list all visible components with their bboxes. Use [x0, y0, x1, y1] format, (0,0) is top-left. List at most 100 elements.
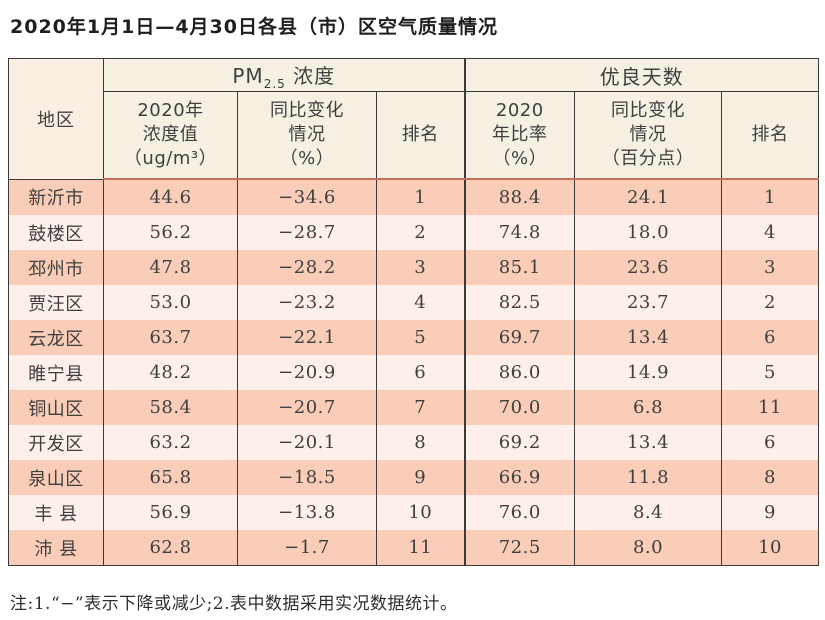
good-ratio-cell: 86.0 — [463, 355, 576, 390]
pm-rank-cell: 1 — [375, 179, 466, 215]
good-rank-cell: 8 — [721, 460, 820, 495]
pm-value-cell: 48.2 — [103, 355, 238, 390]
pm-change-cell: −20.1 — [237, 425, 377, 460]
pm25-label-subscript: 2.5 — [263, 76, 286, 91]
good-ratio-cell: 69.7 — [463, 320, 576, 355]
region-cell: 邳州市 — [8, 250, 104, 285]
column-header-good-rank: 排名 — [721, 91, 820, 180]
table-row: 泉山区 65.8 −18.5 9 66.9 11.8 8 — [8, 460, 820, 495]
good-change-cell: 14.9 — [574, 355, 723, 390]
good-ratio-cell: 82.5 — [463, 285, 576, 320]
pm-change-cell: −28.2 — [237, 250, 377, 285]
pm-value-cell: 65.8 — [103, 460, 238, 495]
good-ratio-cell: 88.4 — [463, 179, 576, 215]
table-row: 贾汪区 53.0 −23.2 4 82.5 23.7 2 — [8, 285, 820, 320]
region-cell: 丰 县 — [8, 495, 104, 530]
good-change-cell: 18.0 — [574, 215, 723, 250]
good-change-cell: 13.4 — [574, 425, 723, 460]
good-rank-cell: 5 — [721, 355, 820, 390]
air-quality-table: 地区 PM2.5 浓度 优良天数 2020年 浓度值 （ug/m³） 同比变化 … — [8, 58, 820, 566]
good-change-cell: 8.0 — [574, 530, 723, 566]
good-ratio-cell: 70.0 — [463, 390, 576, 425]
good-rank-cell: 3 — [721, 250, 820, 285]
pm-rank-cell: 11 — [375, 530, 466, 566]
pm-value-cell: 62.8 — [103, 530, 238, 566]
good-rank-cell: 1 — [721, 179, 820, 215]
column-header-pm-value: 2020年 浓度值 （ug/m³） — [103, 91, 238, 180]
pm-change-cell: −20.7 — [237, 390, 377, 425]
region-cell: 泉山区 — [8, 460, 104, 495]
column-header-region: 地区 — [8, 58, 104, 180]
region-cell: 沛 县 — [8, 530, 104, 566]
table-row: 铜山区 58.4 −20.7 7 70.0 6.8 11 — [8, 390, 820, 425]
pm-value-cell: 56.2 — [103, 215, 238, 250]
good-rank-cell: 4 — [721, 215, 820, 250]
column-header-pm-change: 同比变化 情况 （%） — [237, 91, 377, 180]
good-change-cell: 23.7 — [574, 285, 723, 320]
good-change-cell: 13.4 — [574, 320, 723, 355]
good-rank-cell: 10 — [721, 530, 820, 566]
footnote: 注:1.“−”表示下降或减少;2.表中数据采用实况数据统计。 — [10, 594, 458, 614]
table-row: 邳州市 47.8 −28.2 3 85.1 23.6 3 — [8, 250, 820, 285]
table-row: 新沂市 44.6 −34.6 1 88.4 24.1 1 — [8, 179, 820, 215]
good-ratio-cell: 74.8 — [463, 215, 576, 250]
good-change-cell: 24.1 — [574, 179, 723, 215]
good-rank-cell: 2 — [721, 285, 820, 320]
pm-value-cell: 63.2 — [103, 425, 238, 460]
region-cell: 新沂市 — [8, 179, 104, 215]
good-change-cell: 23.6 — [574, 250, 723, 285]
pm-rank-cell: 2 — [375, 215, 466, 250]
pm-change-cell: −34.6 — [237, 179, 377, 215]
table-row: 睢宁县 48.2 −20.9 6 86.0 14.9 5 — [8, 355, 820, 390]
table-header: 地区 PM2.5 浓度 优良天数 2020年 浓度值 （ug/m³） 同比变化 … — [8, 58, 820, 180]
table-row: 丰 县 56.9 −13.8 10 76.0 8.4 9 — [8, 495, 820, 530]
region-cell: 睢宁县 — [8, 355, 104, 390]
good-rank-cell: 6 — [721, 320, 820, 355]
pm-value-cell: 63.7 — [103, 320, 238, 355]
pm-change-cell: −22.1 — [237, 320, 377, 355]
pm-rank-cell: 4 — [375, 285, 466, 320]
pm-rank-cell: 7 — [375, 390, 466, 425]
good-ratio-cell: 85.1 — [463, 250, 576, 285]
pm-rank-cell: 10 — [375, 495, 466, 530]
region-cell: 鼓楼区 — [8, 215, 104, 250]
region-cell: 贾汪区 — [8, 285, 104, 320]
good-rank-cell: 6 — [721, 425, 820, 460]
pm-rank-cell: 9 — [375, 460, 466, 495]
pm-change-cell: −28.7 — [237, 215, 377, 250]
good-ratio-cell: 69.2 — [463, 425, 576, 460]
pm-change-cell: −1.7 — [237, 530, 377, 566]
pm-value-cell: 58.4 — [103, 390, 238, 425]
group-header-row: 地区 PM2.5 浓度 优良天数 — [8, 58, 820, 180]
sub-header-row: 2020年 浓度值 （ug/m³） 同比变化 情况 （%） 排名 2020 年比… — [9, 91, 820, 180]
group-header-pm25: PM2.5 浓度 — [102, 58, 466, 92]
region-cell: 开发区 — [8, 425, 104, 460]
good-change-cell: 8.4 — [574, 495, 723, 530]
good-change-cell: 11.8 — [574, 460, 723, 495]
good-change-cell: 6.8 — [574, 390, 723, 425]
table-row: 沛 县 62.8 −1.7 11 72.5 8.0 10 — [8, 530, 820, 566]
group-header-good-days: 优良天数 — [463, 58, 820, 92]
pm-value-cell: 56.9 — [103, 495, 238, 530]
region-cell: 云龙区 — [8, 320, 104, 355]
good-ratio-cell: 66.9 — [463, 460, 576, 495]
region-cell: 铜山区 — [8, 390, 104, 425]
column-header-good-ratio: 2020 年比率 （%） — [463, 91, 576, 180]
pm-change-cell: −23.2 — [237, 285, 377, 320]
pm-rank-cell: 6 — [375, 355, 466, 390]
pm-rank-cell: 5 — [375, 320, 466, 355]
good-ratio-cell: 72.5 — [463, 530, 576, 566]
pm-change-cell: −18.5 — [237, 460, 377, 495]
pm25-label-prefix: PM — [232, 63, 264, 88]
column-header-pm-rank: 排名 — [375, 91, 466, 180]
pm25-label-suffix: 浓度 — [285, 63, 336, 88]
table-row: 开发区 63.2 −20.1 8 69.2 13.4 6 — [8, 425, 820, 460]
good-rank-cell: 9 — [721, 495, 820, 530]
pm-rank-cell: 3 — [375, 250, 466, 285]
pm-change-cell: −13.8 — [237, 495, 377, 530]
pm-value-cell: 47.8 — [103, 250, 238, 285]
pm-value-cell: 44.6 — [103, 179, 238, 215]
pm-value-cell: 53.0 — [103, 285, 238, 320]
good-rank-cell: 11 — [721, 390, 820, 425]
